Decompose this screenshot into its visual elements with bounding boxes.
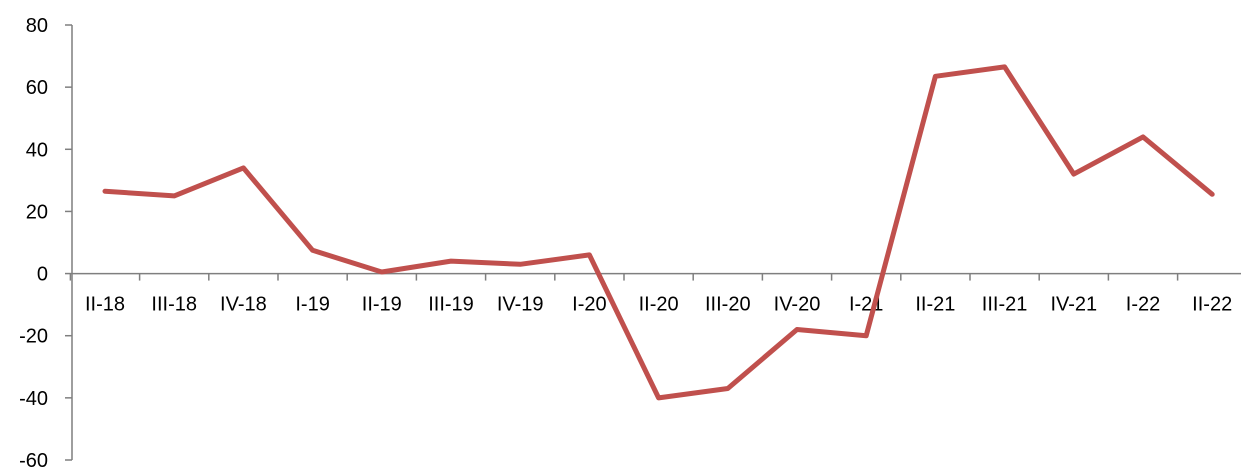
x-tick-label: IV-21	[1050, 294, 1097, 316]
y-tick-label: -20	[19, 326, 48, 348]
x-axis: II-18 III-18 IV-18 I-19 II-19 III-19 IV-19 I-20…	[69, 272, 1241, 316]
y-tick-label: -40	[19, 388, 48, 410]
x-tick-label: II-22	[1192, 294, 1232, 316]
x-tick-label: II-20	[639, 294, 679, 316]
x-tick-label: IV-19	[497, 294, 544, 316]
x-tick-label: I-20	[572, 294, 606, 316]
x-tick-label: I-19	[295, 294, 329, 316]
series-layer	[102, 64, 1215, 401]
x-tick-label: IV-18	[220, 294, 267, 316]
x-tick-label: II-19	[362, 294, 402, 316]
x-tick-label: II-21	[915, 294, 955, 316]
y-tick-label: 20	[26, 201, 48, 223]
y-tick-label: 60	[26, 77, 48, 99]
y-tick-label: 80	[26, 15, 48, 37]
x-tick-label: IV-20	[774, 294, 821, 316]
y-tick-label: 0	[37, 264, 48, 286]
x-tick-label: I-22	[1126, 294, 1160, 316]
x-tick-label: III-18	[151, 294, 197, 316]
x-tick-label: II-18	[85, 294, 125, 316]
y-tick-label: 40	[26, 139, 48, 161]
series-line	[102, 64, 1215, 401]
x-tick-label: III-19	[428, 294, 474, 316]
y-tick-label: -60	[19, 450, 48, 469]
x-tick-label: III-21	[982, 294, 1028, 316]
y-axis: -60 -40 -20 0 20 40 60 80	[19, 15, 73, 469]
x-tick-label: III-20	[705, 294, 751, 316]
